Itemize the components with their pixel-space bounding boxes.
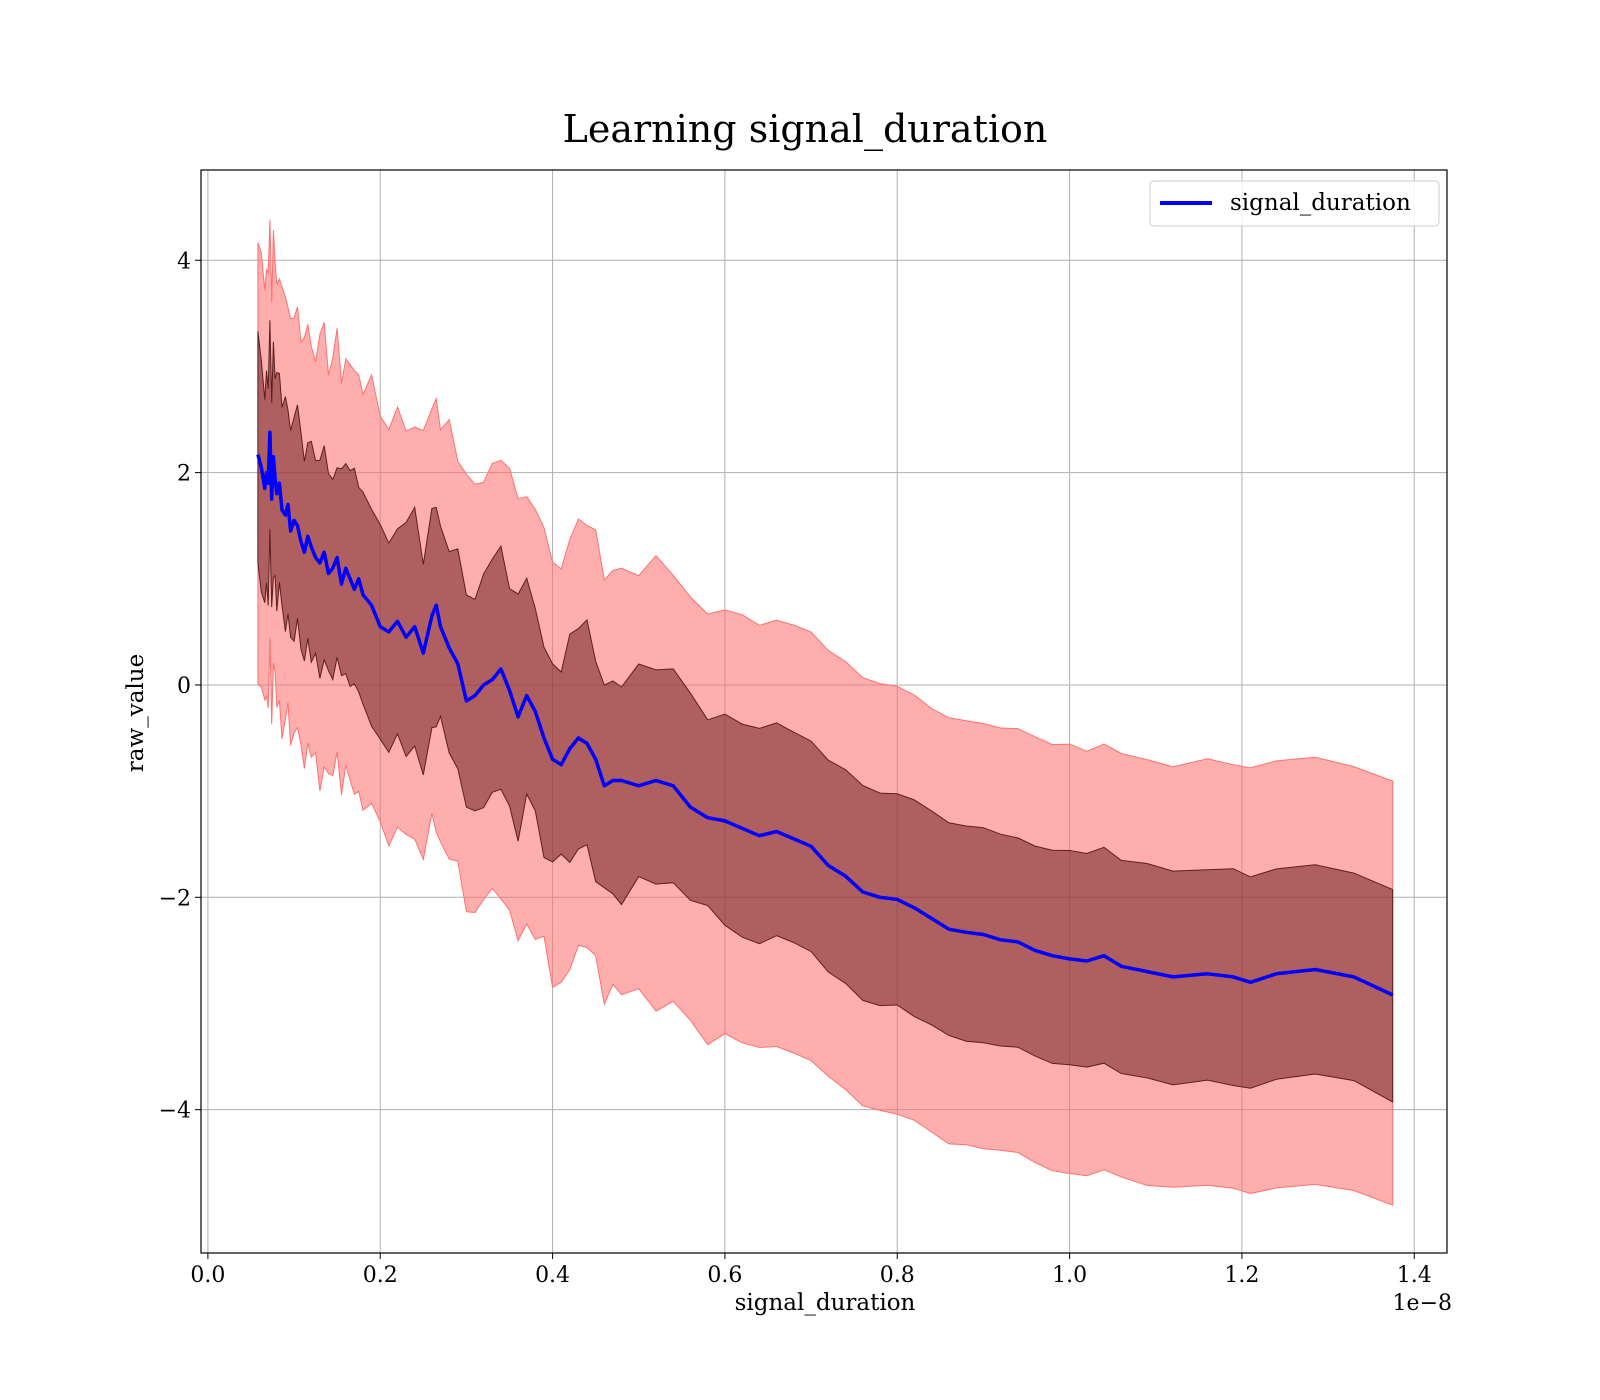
series-line-signal-duration <box>256 430 1394 997</box>
x-tick-label: 0.0 <box>190 1263 225 1288</box>
y-axis-ticks: 4 2 0 −2 −4 <box>159 249 201 1124</box>
y-tick-label: −4 <box>159 1099 191 1124</box>
chart-title: Learning signal_duration <box>563 107 1048 152</box>
x-axis-label: signal_duration <box>735 1290 916 1316</box>
x-axis-ticks: 0.0 0.2 0.4 0.6 0.8 1.0 1.2 1.4 <box>190 1253 1432 1288</box>
inner-band-area <box>257 320 1394 1103</box>
y-tick-label: 2 <box>177 462 191 487</box>
x-tick-label: 0.6 <box>707 1263 742 1288</box>
x-tick-label: 0.8 <box>880 1263 915 1288</box>
x-tick-label: 1.4 <box>1397 1263 1432 1288</box>
legend: signal_duration <box>1149 180 1440 227</box>
x-axis-offset-label: 1e−8 <box>1393 1291 1452 1316</box>
plot-frame <box>200 169 1448 1254</box>
x-tick-label: 1.0 <box>1052 1263 1087 1288</box>
x-tick-label: 1.2 <box>1224 1263 1259 1288</box>
x-tick-label: 0.4 <box>535 1263 570 1288</box>
x-tick-label: 0.2 <box>363 1263 398 1288</box>
y-tick-label: 4 <box>177 249 191 274</box>
y-tick-label: 0 <box>177 674 191 699</box>
legend-label: signal_duration <box>1230 190 1411 216</box>
y-axis-label: raw_value <box>123 654 149 772</box>
inner-confidence-band <box>257 320 1394 1103</box>
legend-box <box>1149 180 1440 227</box>
y-tick-label: −2 <box>159 886 191 911</box>
series-line-group <box>256 430 1394 997</box>
